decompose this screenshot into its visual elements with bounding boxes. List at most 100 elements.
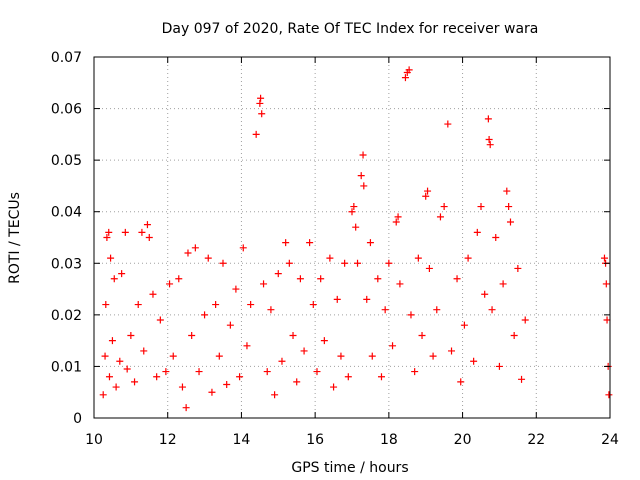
data-point [499,280,507,288]
data-point [320,337,328,345]
data-point [488,306,496,314]
data-point [470,357,478,365]
data-points [99,66,613,412]
data-point [112,383,120,391]
data-point [418,331,426,339]
data-point [175,275,183,283]
data-point [256,99,264,107]
data-point [140,347,148,355]
data-point [103,234,111,241]
data-point [247,301,255,309]
data-point [407,311,415,319]
data-point [444,120,452,128]
data-point [105,228,113,236]
data-point [405,66,413,74]
data-point [352,223,360,231]
data-point [212,301,220,309]
data-point [503,187,511,195]
data-point [348,208,356,216]
data-point [257,94,265,102]
data-point [153,373,161,381]
data-point [425,264,433,272]
x-tick-label: 18 [380,432,398,448]
data-point [278,357,286,365]
y-tick-label: 0.07 [51,50,82,66]
data-point [317,275,325,283]
data-point [600,254,608,262]
data-point [239,244,247,252]
data-point [252,130,260,138]
data-point [368,352,376,360]
data-point [518,375,526,383]
data-point [330,383,338,391]
grid-lines [94,57,610,418]
y-tick-label: 0.05 [51,153,82,169]
data-point [105,373,113,381]
axis-ticks: 10 12 14 16 18 20 22 24 0 0.01 0.02 0.03 0.04 0.05 0.0… [51,50,619,448]
data-point [99,391,107,399]
data-point [116,357,124,365]
data-point [285,259,293,267]
data-point [448,347,456,355]
data-point [464,254,472,262]
data-point [243,342,251,350]
data-point [274,270,282,278]
data-point [134,301,142,309]
data-point [374,275,382,283]
x-tick-label: 10 [85,432,103,448]
data-point [143,221,151,229]
data-point [460,321,468,329]
data-point [110,275,118,283]
y-tick-label: 0.06 [51,102,82,118]
data-point [350,203,358,211]
data-point [195,368,203,376]
data-point [396,280,404,288]
data-point [440,203,448,211]
data-point [486,141,494,149]
data-point [436,213,444,221]
data-point [188,331,196,339]
data-point [411,368,419,376]
data-point [156,316,164,324]
plot-frame [93,56,611,419]
data-point [495,362,503,370]
data-point [263,368,271,376]
data-point [414,254,422,262]
data-point [184,249,192,257]
data-point [377,373,385,381]
data-point [433,306,441,314]
data-point [510,331,518,339]
data-point [505,203,513,211]
data-point [341,259,349,267]
data-point [306,239,314,247]
data-point [506,218,514,226]
data-point [492,234,500,241]
data-point [603,316,611,324]
y-tick-label: 0.01 [51,359,82,375]
data-point [282,239,290,247]
data-point [236,373,244,381]
x-tick-label: 20 [454,432,472,448]
data-point [521,316,529,324]
data-point [169,352,177,360]
data-point [333,295,341,303]
y-tick-label: 0.02 [51,308,82,324]
data-point [121,228,129,236]
y-axis-label: ROTI / TECUs [7,192,23,284]
y-tick-label: 0.03 [51,256,82,272]
data-point [605,391,613,399]
data-point [118,270,126,278]
data-point [357,172,365,180]
data-point [453,275,461,283]
data-point [481,290,489,298]
y-tick-label: 0 [73,411,82,427]
data-point [289,331,297,339]
data-point [102,301,110,309]
data-point [385,259,393,267]
data-point [107,254,115,262]
data-point [178,383,186,391]
data-point [457,378,465,386]
data-point [166,280,174,288]
data-point [138,228,146,236]
